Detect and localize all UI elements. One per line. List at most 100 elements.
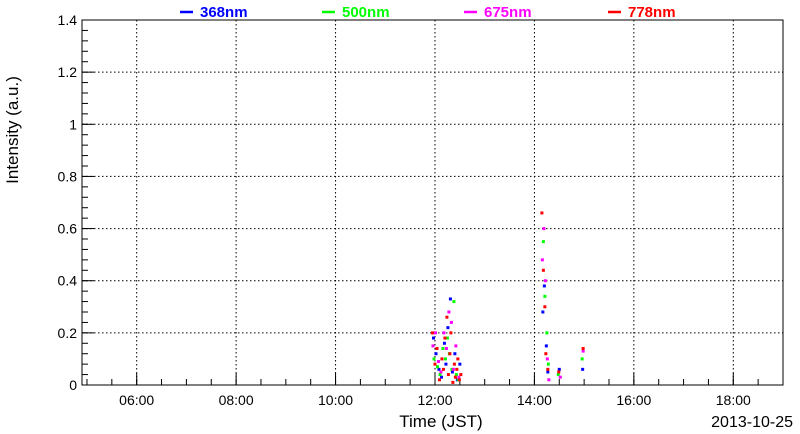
date-label: 2013-10-25 [711,414,793,431]
data-point [438,373,442,377]
data-point [540,258,544,262]
data-point [546,370,550,374]
data-point [543,294,547,298]
y-tick-label: 1.4 [58,12,78,28]
data-point [452,300,456,304]
data-point [541,240,545,244]
data-point [453,352,457,356]
data-point [443,336,447,340]
data-point [556,373,560,377]
axis-ticks: 0 0.2 0.4 0.6 0.8 1 1.2 1.4 06:00 08:00 10:00 12:00… [58,12,784,408]
data-point [441,367,445,371]
data-point [543,279,547,283]
data-point [431,344,435,348]
data-point [459,373,463,377]
x-tick-label: 16:00 [616,392,651,408]
data-point [447,310,451,314]
data-point [435,347,439,350]
data-point [446,373,450,377]
data-point [442,341,446,345]
data-point [543,305,547,309]
legend: 368nm 500nm 675nm 778nm [180,4,676,21]
legend-label: 500nm [342,4,390,21]
data-point [557,367,561,371]
data-point [545,331,549,335]
data-point [456,357,460,361]
series-778nm [431,211,585,384]
x-tick-label: 18:00 [716,392,751,408]
data-point [545,357,549,361]
legend-label: 368nm [200,4,248,21]
data-point [445,336,449,340]
data-point [455,367,459,371]
data-point [542,227,546,231]
data-point [547,378,551,382]
data-point [434,352,438,356]
data-point [439,370,443,374]
legend-label: 675nm [484,4,532,21]
data-point [450,370,454,374]
y-tick-label: 1.2 [58,64,78,80]
data-point [441,347,445,350]
data-point [449,320,453,324]
plot-frame [81,19,784,386]
x-tick-label: 10:00 [318,392,353,408]
data-point [451,380,455,384]
x-tick-label: 12:00 [417,392,452,408]
data-point [448,297,452,301]
data-point [581,349,585,353]
data-point [448,352,452,356]
data-point [453,375,457,379]
data-point [457,375,461,379]
x-tick-label: 14:00 [517,392,552,408]
data-point [541,310,545,314]
data-point [544,344,548,348]
legend-label: 778nm [628,4,676,21]
data-point [546,367,550,371]
data-point [435,365,439,369]
data-point [433,331,437,335]
x-axis-title: Time (JST) [399,412,482,431]
series-675nm [431,227,585,382]
data-point [542,284,546,288]
x-tick-label: 08:00 [219,392,254,408]
y-tick-label: 0.8 [58,168,78,184]
y-tick-label: 0.6 [58,221,78,237]
data-point [437,367,441,371]
data-point [581,347,585,350]
data-point [457,378,461,382]
data-point [540,211,544,215]
data-point [436,360,440,364]
data-point [431,336,435,340]
data-point [445,315,449,319]
data-point [544,352,548,356]
data-point [557,370,561,374]
data-point [454,373,458,377]
data-point [581,367,585,371]
data-point [444,362,448,366]
data-point [558,375,562,379]
data-point [444,347,448,350]
data-point [433,362,437,366]
data-point [580,357,584,361]
data-point [446,326,450,330]
data-point [454,344,458,348]
data-point [437,378,441,382]
y-tick-label: 0 [69,377,77,393]
data-point [541,268,545,272]
data-point [452,362,456,366]
data-point [440,357,444,361]
data-point [449,331,453,335]
data-point [443,357,447,361]
data-point [431,331,434,335]
data-point [439,375,443,379]
data-point [458,362,462,366]
data-points [431,211,585,384]
grid-lines [82,20,783,385]
data-point [432,357,436,361]
y-tick-label: 0.2 [58,325,78,341]
x-tick-label: 06:00 [119,392,154,408]
y-axis-title: Intensity (a.u.) [3,76,22,184]
y-tick-label: 0.4 [58,273,78,289]
